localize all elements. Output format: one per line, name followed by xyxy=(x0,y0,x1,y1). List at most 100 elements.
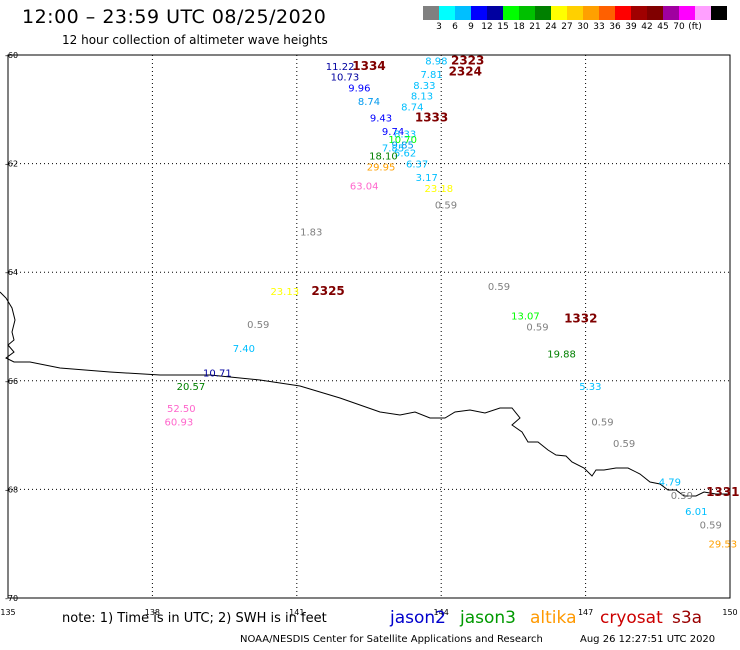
wave-height-point: 63.04 xyxy=(350,181,379,192)
wave-height-point: 52.50 xyxy=(167,404,196,415)
legend-swatch xyxy=(567,6,583,20)
chart-subtitle: 12 hour collection of altimeter wave hei… xyxy=(62,33,328,47)
legend-swatch xyxy=(519,6,535,20)
wave-height-point: 0.59 xyxy=(613,439,635,450)
x-tick-label: 150 xyxy=(722,608,737,617)
wave-height-point: 4.79 xyxy=(659,477,681,488)
wave-height-point: 11.22 xyxy=(326,62,355,73)
wave-height-point: 8.98 xyxy=(425,56,447,67)
wave-height-point: 0.59 xyxy=(435,200,457,211)
wave-height-point: 10.70 xyxy=(388,135,417,146)
wave-height-point: 5.62 xyxy=(394,149,416,160)
wave-height-point: 8.13 xyxy=(411,92,433,103)
wave-height-point: 0.59 xyxy=(247,320,269,331)
legend-swatch xyxy=(679,6,695,20)
wave-height-point: 8.33 xyxy=(394,130,416,141)
legend-swatch xyxy=(631,6,647,20)
wave-height-point: 10.73 xyxy=(331,73,360,84)
footer-timestamp: Aug 26 12:27:51 UTC 2020 xyxy=(580,634,716,645)
legend-swatch xyxy=(695,6,711,20)
legend-label: 30 xyxy=(577,22,589,32)
y-tick-label: -64 xyxy=(5,268,18,277)
pass-label: 2324 xyxy=(449,64,482,78)
legend-label: 70 xyxy=(673,22,685,32)
legend-swatch xyxy=(615,6,631,20)
legend-swatch xyxy=(471,6,487,20)
wave-height-point: 0.59 xyxy=(671,491,693,502)
wave-height-point: 8.74 xyxy=(401,103,423,114)
wave-height-point: 29.95 xyxy=(367,162,396,173)
wave-height-point: 7.81 xyxy=(420,70,442,81)
wave-height-point: 29.53 xyxy=(708,540,737,551)
wave-height-point: 5.33 xyxy=(579,382,601,393)
wave-height-point: 3.17 xyxy=(416,173,438,184)
y-tick-label: -68 xyxy=(5,485,18,494)
mission-name-s3a: s3a xyxy=(672,608,703,628)
legend-label: 21 xyxy=(529,22,541,32)
legend-swatch xyxy=(663,6,679,20)
x-tick-label: 141 xyxy=(289,608,304,617)
wave-height-point: 9.85 xyxy=(392,141,414,152)
wave-height-point: 13.07 xyxy=(511,312,540,323)
footer-credit: NOAA/NESDIS Center for Satellite Applica… xyxy=(240,634,543,645)
legend-label: (ft) xyxy=(688,22,702,32)
x-tick-label: 138 xyxy=(145,608,160,617)
wave-height-point: 8.33 xyxy=(413,81,435,92)
y-tick-label: -62 xyxy=(5,160,18,169)
legend-swatch xyxy=(711,6,727,20)
chart-title: 12:00 – 23:59 UTC 08/25/2020 xyxy=(22,6,327,28)
legend-label: 12 xyxy=(481,22,493,32)
legend-swatch xyxy=(503,6,519,20)
legend-label: 33 xyxy=(593,22,605,32)
legend-swatch xyxy=(551,6,567,20)
legend-swatch xyxy=(455,6,471,20)
y-tick-label: -70 xyxy=(5,594,18,603)
wave-height-point: 9.43 xyxy=(370,113,392,124)
legend-label: 6 xyxy=(452,22,458,32)
x-tick-label: 135 xyxy=(0,608,15,617)
plot-frame xyxy=(7,54,731,599)
wave-height-point: 0.59 xyxy=(488,282,510,293)
pass-label: 1333 xyxy=(415,110,448,124)
wave-height-point: 6.01 xyxy=(685,507,707,518)
y-tick-label: -66 xyxy=(5,377,18,386)
wave-height-point: 0.59 xyxy=(526,323,548,334)
pass-label: 2325 xyxy=(311,284,344,298)
pass-label: 2323 xyxy=(451,53,484,67)
legend-swatch xyxy=(583,6,599,20)
legend-label: 15 xyxy=(497,22,509,32)
mission-name-jason3: jason3 xyxy=(460,608,516,628)
legend-label: 42 xyxy=(641,22,653,32)
wave-height-point: 8.74 xyxy=(358,97,380,108)
legend-label: 18 xyxy=(513,22,525,32)
legend-swatch xyxy=(439,6,455,20)
legend-label: 9 xyxy=(468,22,474,32)
wave-height-point: 0.59 xyxy=(700,521,722,532)
mission-name-cryosat: cryosat xyxy=(600,608,663,628)
pass-label: 1331 xyxy=(706,485,739,499)
coastline xyxy=(0,291,730,497)
wave-height-point: 20.57 xyxy=(177,382,206,393)
legend-swatch xyxy=(535,6,551,20)
mission-name-altika: altika xyxy=(530,608,577,628)
footer-note: note: 1) Time is in UTC; 2) SWH is in fe… xyxy=(62,611,327,626)
legend-label: 45 xyxy=(657,22,669,32)
legend-label: 3 xyxy=(436,22,442,32)
wave-height-point: 19.88 xyxy=(547,350,576,361)
wave-height-point: 18.10 xyxy=(369,151,398,162)
wave-height-point: 9.74 xyxy=(382,127,404,138)
wave-height-point: 9.96 xyxy=(348,84,370,95)
wave-height-point: 7.85 xyxy=(382,143,404,154)
legend-swatch xyxy=(423,6,439,20)
wave-height-point: 0.59 xyxy=(591,418,613,429)
wave-height-point: 1.83 xyxy=(300,227,322,238)
legend-label: 24 xyxy=(545,22,557,32)
pass-label: 1332 xyxy=(564,311,597,325)
wave-height-point: 6.37 xyxy=(406,160,428,171)
legend-label: 39 xyxy=(625,22,637,32)
wave-height-point: 7.40 xyxy=(233,344,255,355)
legend-label: 36 xyxy=(609,22,621,32)
wave-height-point: 23.13 xyxy=(270,287,299,298)
y-tick-label: -60 xyxy=(5,51,18,60)
